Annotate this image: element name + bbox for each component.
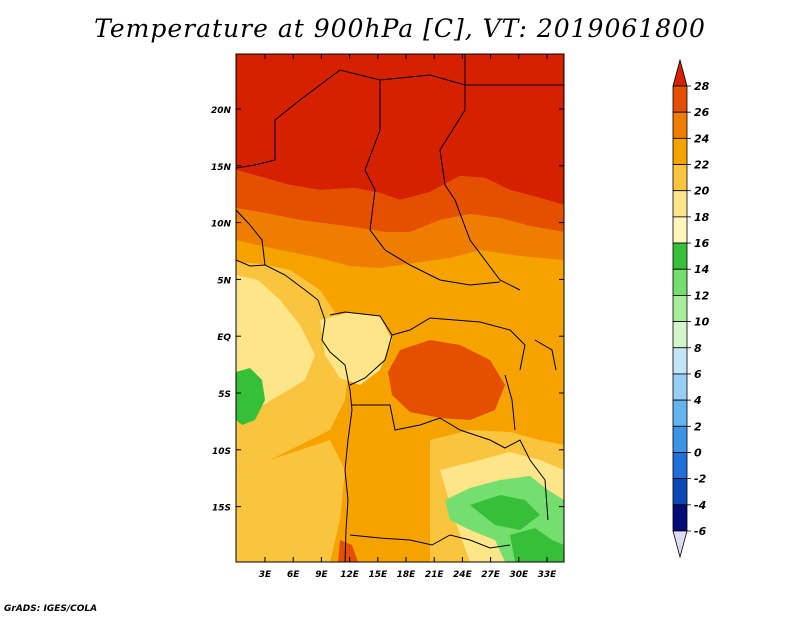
colorbar-label: -4 (694, 499, 706, 512)
colorbar-segment (672, 242, 688, 270)
lat-label: 5N (217, 276, 231, 286)
colorbar-top-arrow (672, 58, 688, 87)
colorbar-segment (672, 321, 688, 349)
colorbar-segment (672, 347, 688, 375)
colorbar-label: 14 (694, 263, 709, 276)
colorbar-segment (672, 111, 688, 139)
colorbar-segment (672, 425, 688, 453)
lat-label: 5S (218, 390, 231, 400)
colorbar-segment (672, 373, 688, 401)
colorbar-label: 28 (694, 80, 710, 93)
credit-label: GrADS: IGES/COLA (4, 604, 98, 614)
colorbar-segment (672, 478, 688, 506)
lon-label: 9E (315, 570, 328, 580)
latitude-axis: 20N 15N 10N 5N EQ 5S 10S 15S (211, 106, 564, 514)
colorbar-label: 24 (694, 132, 709, 145)
colorbar-label: 2 (694, 420, 702, 433)
colorbar-segment (672, 504, 688, 532)
colorbar-label: -6 (694, 525, 707, 538)
map-frame (235, 53, 565, 563)
colorbar-label: 10 (694, 316, 710, 329)
lon-label: 24E (453, 570, 473, 580)
colorbar-label: -2 (694, 473, 707, 486)
lon-label: 12E (340, 570, 360, 580)
colorbar-segment (672, 399, 688, 427)
colorbar-segment (672, 190, 688, 218)
colorbar-label: 20 (694, 185, 710, 198)
colorbar-label: 16 (694, 237, 710, 250)
lat-label: 15S (212, 504, 231, 514)
colorbar-label: 12 (694, 289, 710, 302)
lon-label: 21E (425, 570, 445, 580)
lat-label: EQ (217, 333, 231, 343)
lat-label: 20N (211, 106, 232, 116)
colorbar-label: 18 (694, 211, 710, 224)
colorbar-segment (672, 137, 688, 165)
colorbar-segment (672, 268, 688, 296)
colorbar-segment (672, 85, 688, 113)
lon-label: 18E (397, 570, 417, 580)
lon-label: 6E (287, 570, 300, 580)
colorbar-label: 4 (693, 394, 702, 407)
colorbar-label: 6 (694, 368, 702, 381)
colorbar-label: 26 (694, 106, 710, 119)
colorbar-bottom-arrow (672, 530, 688, 559)
colorbar-label: 8 (694, 342, 702, 355)
colorbar-segment (672, 164, 688, 192)
longitude-axis: 3E 6E 9E 12E 15E 18E 21E 24E 27E 30E 33E (259, 54, 557, 580)
colorbar-label: 22 (694, 159, 710, 172)
lat-label: 10S (212, 447, 231, 457)
colorbar-segment (672, 216, 688, 244)
lat-label: 15N (211, 163, 232, 173)
map-title: Temperature at 900hPa [C], VT: 201906180… (94, 14, 706, 43)
lon-label: 33E (538, 570, 558, 580)
temperature-field (236, 54, 564, 562)
lon-label: 30E (509, 570, 529, 580)
lon-label: 3E (259, 570, 272, 580)
lat-label: 10N (211, 220, 232, 230)
colorbar-segment (672, 452, 688, 480)
lon-label: 27E (481, 570, 501, 580)
colorbar-label: 0 (694, 446, 702, 459)
lon-label: 15E (368, 570, 388, 580)
colorbar-segment (672, 295, 688, 322)
